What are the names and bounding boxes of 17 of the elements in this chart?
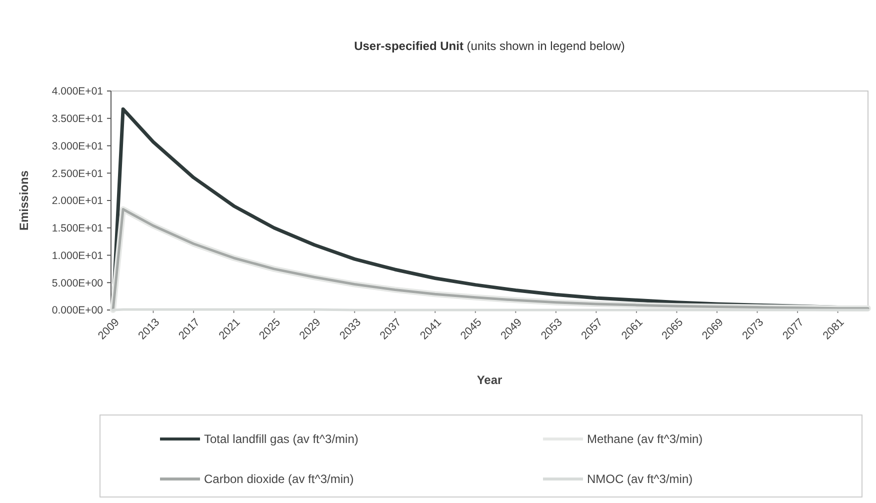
y-tick-label: 0.000E+00 — [52, 304, 104, 317]
y-tick-label: 5.000E+00 — [52, 277, 104, 290]
legend-label: Total landfill gas (av ft^3/min) — [204, 432, 358, 446]
y-tick-label: 3.500E+01 — [52, 113, 104, 126]
y-axis-title: Emissions — [17, 170, 31, 231]
y-tick-label: 3.000E+01 — [52, 140, 104, 152]
legend-label: Carbon dioxide (av ft^3/min) — [204, 472, 354, 486]
y-tick-label: 1.500E+01 — [52, 222, 104, 235]
y-tick-label: 2.500E+01 — [52, 168, 104, 180]
chart-subtitle: (units shown in legend below) — [463, 39, 625, 53]
y-tick-label: 4.000E+01 — [52, 86, 104, 98]
chart-title: User-specified Unit — [354, 39, 464, 53]
y-tick-label: 1.000E+01 — [52, 250, 104, 262]
y-tick-label: 2.000E+01 — [52, 195, 104, 208]
x-axis-title: Year — [476, 373, 503, 387]
legend-label: Methane (av ft^3/min) — [587, 432, 703, 446]
legend-label: NMOC (av ft^3/min) — [587, 472, 693, 486]
